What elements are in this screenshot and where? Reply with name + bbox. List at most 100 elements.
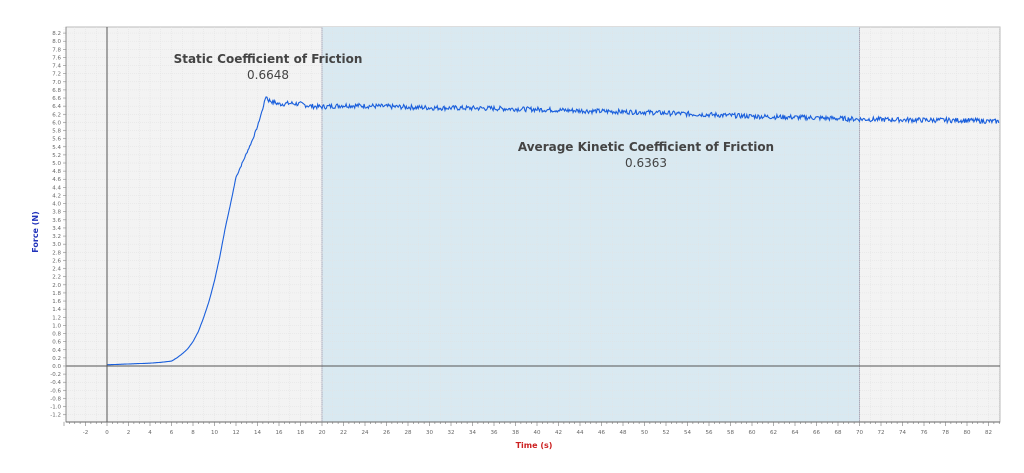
- x-tick-label: 36: [491, 430, 498, 436]
- x-tick-label: 24: [362, 430, 369, 436]
- x-tick-label: 78: [942, 430, 949, 436]
- x-tick-label: 56: [706, 430, 713, 436]
- y-tick-label: 3.2: [52, 234, 61, 240]
- x-tick-label: 46: [598, 430, 605, 436]
- y-tick-label: -0.4: [50, 380, 61, 386]
- x-tick-label: 10: [211, 430, 218, 436]
- y-axis-title: Force (N): [31, 211, 40, 253]
- y-tick-label: 7.2: [52, 72, 61, 78]
- x-tick-label: 52: [663, 430, 670, 436]
- y-tick-label: -0.6: [50, 388, 61, 394]
- x-tick-label: 40: [534, 430, 541, 436]
- grid-lines: [63, 27, 1000, 422]
- x-tick-label: 42: [555, 430, 562, 436]
- x-tick-label: 50: [641, 430, 648, 436]
- x-tick-label: 18: [297, 430, 304, 436]
- y-tick-label: 7.0: [52, 80, 61, 86]
- y-tick-label: 8.2: [52, 31, 61, 37]
- y-tick-label: 3.8: [52, 210, 61, 216]
- x-tick-label: 80: [964, 430, 971, 436]
- y-tick-label: 6.2: [52, 112, 61, 118]
- y-tick-label: 0.8: [52, 332, 61, 338]
- x-tick-label: 26: [383, 430, 390, 436]
- y-tick-label: 7.8: [52, 47, 61, 53]
- y-tick-label: 2.0: [52, 283, 61, 289]
- y-tick-label: 1.4: [52, 307, 61, 313]
- y-tick-label: 0.4: [52, 348, 61, 354]
- x-tick-label: 20: [319, 430, 326, 436]
- x-tick-label: 16: [276, 430, 283, 436]
- y-tick-label: -0.8: [50, 396, 61, 402]
- y-axis-ticks: -1.2 -1.0 -0.8 -0.6 -0.4 -0.2 0.0 0.2 0.4 0.6 0.8 1…: [50, 31, 66, 419]
- y-tick-label: 5.8: [52, 129, 61, 135]
- y-tick-label: 7.4: [52, 64, 61, 70]
- y-tick-label: 1.6: [52, 299, 61, 305]
- y-tick-label: 3.6: [52, 218, 61, 224]
- kinetic-friction-annotation-title: Average Kinetic Coefficient of Friction: [518, 140, 774, 154]
- y-tick-label: 1.8: [52, 291, 61, 297]
- x-tick-label: 14: [254, 430, 261, 436]
- x-axis-ticks: -2 0 2 4 6 8 10 12 14 16 18 20 22 24 26 28 30 32 34 36 38 40 4…: [63, 422, 1000, 436]
- y-tick-label: -0.2: [50, 372, 61, 378]
- y-tick-label: 6.0: [52, 120, 61, 126]
- x-tick-label: 34: [469, 430, 476, 436]
- y-tick-label: 5.2: [52, 153, 61, 159]
- x-tick-label: 72: [878, 430, 885, 436]
- y-tick-label: 2.4: [52, 267, 61, 273]
- x-tick-label: 4: [148, 430, 152, 436]
- y-tick-label: 3.0: [52, 242, 61, 248]
- y-tick-label: 2.8: [52, 250, 61, 256]
- x-tick-label: 12: [233, 430, 240, 436]
- y-tick-label: 2.2: [52, 275, 61, 281]
- y-tick-label: 5.6: [52, 137, 61, 143]
- y-tick-label: 4.4: [52, 185, 61, 191]
- kinetic-friction-annotation-value: 0.6363: [625, 156, 667, 170]
- y-tick-label: 5.4: [52, 145, 61, 151]
- static-friction-annotation-title: Static Coefficient of Friction: [174, 52, 363, 66]
- x-tick-label: 54: [684, 430, 691, 436]
- x-tick-label: 68: [835, 430, 842, 436]
- axes: [65, 27, 1000, 423]
- x-tick-label: 0: [105, 430, 109, 436]
- y-tick-label: 7.6: [52, 55, 61, 61]
- x-tick-label: 44: [577, 430, 584, 436]
- y-tick-label: 4.0: [52, 202, 61, 208]
- y-tick-label: 4.8: [52, 169, 61, 175]
- x-tick-label: 22: [340, 430, 347, 436]
- y-tick-label: 3.4: [52, 226, 61, 232]
- x-tick-label: 58: [727, 430, 734, 436]
- y-tick-label: 5.0: [52, 161, 61, 167]
- x-tick-label: 82: [985, 430, 992, 436]
- static-friction-annotation-value: 0.6648: [247, 68, 289, 82]
- x-tick-label: 6: [170, 430, 174, 436]
- kinetic-region-highlight: [322, 27, 860, 422]
- y-tick-label: 0.2: [52, 356, 61, 362]
- y-tick-label: 0.6: [52, 340, 61, 346]
- x-tick-label: 76: [921, 430, 928, 436]
- force-series-line: [106, 96, 1000, 366]
- y-tick-label: 8.0: [52, 39, 61, 45]
- x-tick-label: -2: [83, 430, 88, 436]
- x-tick-label: 66: [813, 430, 820, 436]
- y-tick-label: -1.0: [50, 405, 61, 411]
- x-tick-label: 60: [749, 430, 756, 436]
- x-tick-label: 38: [512, 430, 519, 436]
- y-tick-label: -1.2: [50, 413, 61, 419]
- x-tick-label: 70: [856, 430, 863, 436]
- plot-background: [65, 26, 1001, 423]
- y-tick-label: 1.0: [52, 323, 61, 329]
- y-tick-label: 6.4: [52, 104, 61, 110]
- y-tick-label: 4.6: [52, 177, 61, 183]
- x-tick-label: 48: [620, 430, 627, 436]
- y-tick-label: 0.0: [52, 364, 61, 370]
- x-tick-label: 8: [191, 430, 195, 436]
- y-tick-label: 6.8: [52, 88, 61, 94]
- x-axis-title: Time (s): [516, 441, 553, 450]
- x-tick-label: 74: [899, 430, 906, 436]
- y-tick-label: 1.2: [52, 315, 61, 321]
- x-tick-label: 64: [792, 430, 799, 436]
- x-tick-label: 2: [127, 430, 131, 436]
- y-tick-label: 6.6: [52, 96, 61, 102]
- x-tick-label: 32: [448, 430, 455, 436]
